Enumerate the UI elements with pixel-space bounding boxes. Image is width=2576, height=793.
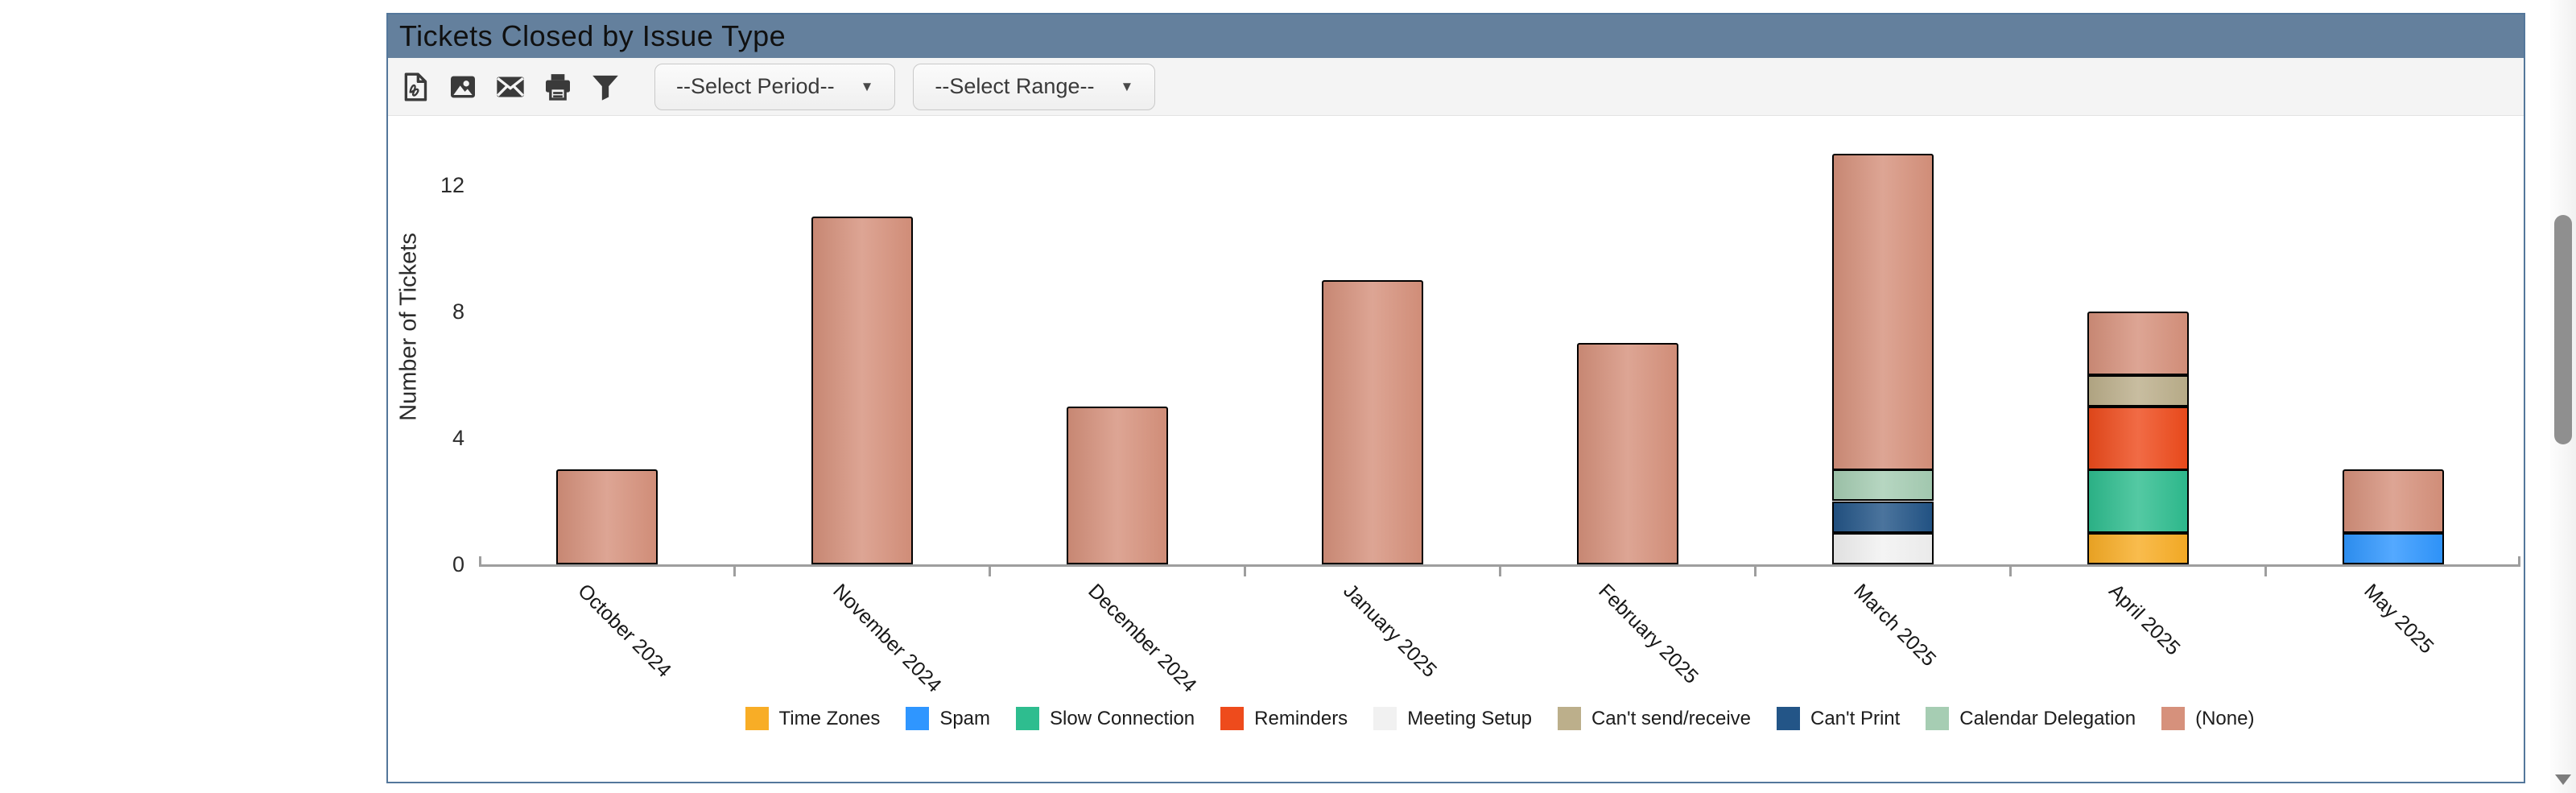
- y-tick-label: 8: [452, 299, 464, 324]
- x-axis-label: April 2025: [2104, 580, 2185, 660]
- bar-segment--none--may-2025[interactable]: [2343, 469, 2444, 533]
- x-axis-label: May 2025: [2359, 580, 2438, 659]
- legend-item-slow-connection[interactable]: Slow Connection: [1016, 707, 1195, 730]
- bar-segment--none--december-2024[interactable]: [1067, 407, 1168, 564]
- chart-panel: Tickets Closed by Issue Type: [386, 13, 2525, 783]
- x-axis-label: February 2025: [1594, 580, 1703, 688]
- legend-swatch-icon: [1220, 707, 1245, 730]
- y-axis-title: Number of Tickets: [395, 233, 422, 421]
- legend-label: Reminders: [1254, 707, 1348, 729]
- legend-item-can-t-send-receive[interactable]: Can't send/receive: [1557, 707, 1751, 730]
- y-tick-label: 0: [452, 552, 464, 576]
- legend-label: Can't send/receive: [1591, 707, 1751, 729]
- select-period-label: --Select Period--: [676, 74, 835, 98]
- page-title: Tickets Closed by Issue Type: [399, 19, 786, 52]
- chart-legend: Time Zones Spam Slow Connection Reminders Me…: [479, 707, 2520, 730]
- stacked-bar-chart: Number of Tickets Time Zones Spam Slow Con…: [388, 116, 2524, 782]
- legend-label: Slow Connection: [1050, 707, 1195, 729]
- bar-segment-time-zones-april-2025[interactable]: [2087, 533, 2189, 564]
- chevron-down-icon: ▼: [860, 78, 874, 94]
- legend-item-reminders[interactable]: Reminders: [1220, 707, 1348, 730]
- print-icon[interactable]: [542, 71, 574, 103]
- x-axis-tick: [2008, 564, 2012, 576]
- chart-toolbar: --Select Period-- ▼ --Select Range-- ▼: [388, 58, 2524, 116]
- legend-swatch-icon: [1557, 707, 1581, 730]
- legend-label: Time Zones: [778, 707, 881, 729]
- y-tick-label: 12: [440, 173, 464, 197]
- bar-segment--none--april-2025[interactable]: [2087, 312, 2189, 375]
- y-tick-label: 4: [452, 426, 464, 450]
- legend-item-calendar-delegation[interactable]: Calendar Delegation: [1926, 707, 2136, 730]
- legend-swatch-icon: [906, 707, 930, 730]
- email-icon[interactable]: [494, 71, 526, 103]
- vertical-scrollbar[interactable]: [2550, 0, 2576, 793]
- legend-item-meeting-setup[interactable]: Meeting Setup: [1373, 707, 1532, 730]
- export-pdf-icon[interactable]: [399, 71, 431, 103]
- legend-swatch-icon: [1777, 707, 1800, 730]
- bar-segment-calendar-delegation-march-2025[interactable]: [1832, 469, 1934, 501]
- bar-segment-meeting-setup-march-2025[interactable]: [1832, 533, 1934, 564]
- legend-item--none-[interactable]: (None): [2161, 707, 2254, 730]
- bar-segment-reminders-april-2025[interactable]: [2087, 407, 2189, 470]
- legend-item-spam[interactable]: Spam: [906, 707, 990, 730]
- export-image-icon[interactable]: [447, 71, 479, 103]
- x-axis-label: December 2024: [1084, 580, 1201, 697]
- legend-label: Calendar Delegation: [1959, 707, 2136, 729]
- x-axis-end-tick: [2518, 556, 2520, 564]
- x-axis-label: October 2024: [573, 580, 676, 682]
- legend-swatch-icon: [1373, 707, 1397, 730]
- bar-segment--none--february-2025[interactable]: [1577, 343, 1678, 564]
- bar-segment-can-t-print-march-2025[interactable]: [1832, 502, 1934, 533]
- chevron-down-icon: ▼: [1120, 78, 1134, 94]
- legend-label: Can't Print: [1810, 707, 1901, 729]
- legend-label: Spam: [939, 707, 991, 729]
- bar-segment-slow-connection-april-2025[interactable]: [2087, 469, 2189, 533]
- x-axis-tick: [1498, 564, 1501, 576]
- x-axis-label: November 2024: [828, 580, 946, 697]
- legend-label: Meeting Setup: [1407, 707, 1532, 729]
- x-axis-tick: [2264, 564, 2267, 576]
- bar-segment-can-t-send-receive-april-2025[interactable]: [2087, 375, 2189, 407]
- select-period-dropdown[interactable]: --Select Period-- ▼: [654, 63, 896, 110]
- legend-swatch-icon: [745, 707, 769, 730]
- panel-header: Tickets Closed by Issue Type: [388, 14, 2524, 58]
- x-axis-tick: [733, 564, 736, 576]
- scroll-down-arrow-icon[interactable]: [2555, 774, 2571, 785]
- filter-icon[interactable]: [589, 71, 621, 103]
- legend-label: (None): [2195, 707, 2255, 729]
- bar-segment--none--march-2025[interactable]: [1832, 154, 1934, 470]
- legend-swatch-icon: [2161, 707, 2186, 730]
- x-axis-tick: [1243, 564, 1246, 576]
- bar-segment-spam-may-2025[interactable]: [2343, 533, 2444, 564]
- legend-swatch-icon: [1016, 707, 1040, 730]
- select-range-dropdown[interactable]: --Select Range-- ▼: [913, 63, 1156, 110]
- x-axis-label: March 2025: [1849, 580, 1941, 671]
- bar-segment--none--october-2024[interactable]: [556, 469, 658, 564]
- legend-item-time-zones[interactable]: Time Zones: [745, 707, 881, 730]
- legend-swatch-icon: [1926, 707, 1950, 730]
- bar-segment--none--november-2024[interactable]: [811, 217, 913, 564]
- x-axis-tick: [988, 564, 991, 576]
- legend-item-can-t-print[interactable]: Can't Print: [1777, 707, 1900, 730]
- scrollbar-thumb[interactable]: [2554, 215, 2572, 444]
- x-axis-tick: [1753, 564, 1757, 576]
- x-axis-label: January 2025: [1339, 580, 1442, 682]
- x-axis-end-tick: [479, 556, 481, 564]
- select-range-label: --Select Range--: [935, 74, 1095, 98]
- bar-segment--none--january-2025[interactable]: [1322, 280, 1423, 564]
